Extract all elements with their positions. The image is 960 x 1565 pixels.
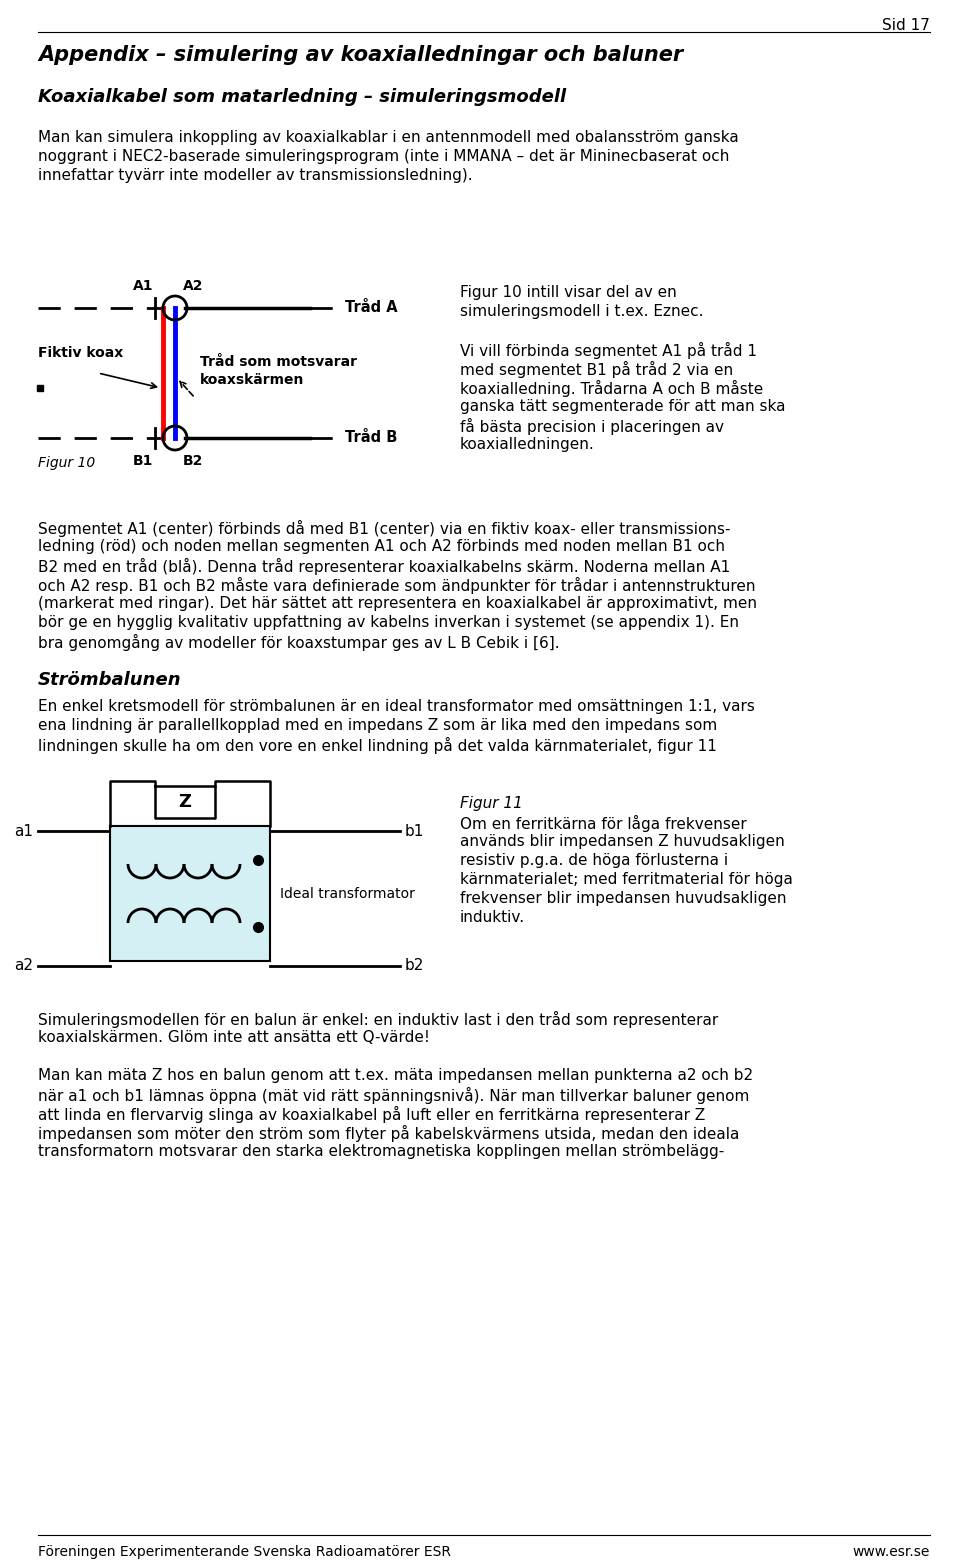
Text: www.esr.se: www.esr.se — [852, 1545, 930, 1559]
Text: En enkel kretsmodell för strömbalunen är en ideal transformator med omsättningen: En enkel kretsmodell för strömbalunen är… — [38, 700, 755, 714]
Text: simuleringsmodell i t.ex. Eznec.: simuleringsmodell i t.ex. Eznec. — [460, 304, 704, 319]
Text: Fiktiv koax: Fiktiv koax — [38, 346, 123, 360]
Text: Ideal transformator: Ideal transformator — [280, 886, 415, 900]
Text: innefattar tyvärr inte modeller av transmissionsledning).: innefattar tyvärr inte modeller av trans… — [38, 167, 472, 183]
Text: kärnmaterialet; med ferritmaterial för höga: kärnmaterialet; med ferritmaterial för h… — [460, 872, 793, 887]
Text: noggrant i NEC2-baserade simuleringsprogram (inte i MMANA – det är Mininecbasera: noggrant i NEC2-baserade simuleringsprog… — [38, 149, 730, 164]
Text: Appendix – simulering av koaxialledningar och baluner: Appendix – simulering av koaxialledninga… — [38, 45, 684, 66]
Text: bra genomgång av modeller för koaxstumpar ges av L B Cebik i [6].: bra genomgång av modeller för koaxstumpa… — [38, 634, 560, 651]
Text: a2: a2 — [14, 958, 33, 973]
Text: Tråd A: Tråd A — [345, 300, 397, 316]
Text: ena lindning är parallellkopplad med en impedans Z som är lika med den impedans : ena lindning är parallellkopplad med en … — [38, 718, 717, 732]
Text: koaxskärmen: koaxskärmen — [200, 372, 304, 387]
Text: resistiv p.g.a. de höga förlusterna i: resistiv p.g.a. de höga förlusterna i — [460, 853, 728, 869]
Text: koaxialledningen.: koaxialledningen. — [460, 437, 595, 452]
Text: och A2 resp. B1 och B2 måste vara definierade som ändpunkter för trådar i antenn: och A2 resp. B1 och B2 måste vara defini… — [38, 577, 756, 595]
Text: Strömbalunen: Strömbalunen — [38, 671, 181, 689]
Text: lindningen skulle ha om den vore en enkel lindning på det valda kärnmaterialet, : lindningen skulle ha om den vore en enke… — [38, 737, 717, 754]
Text: bör ge en hygglig kvalitativ uppfattning av kabelns inverkan i systemet (se appe: bör ge en hygglig kvalitativ uppfattning… — [38, 615, 739, 631]
Text: koaxialskärmen. Glöm inte att ansätta ett Q-värde!: koaxialskärmen. Glöm inte att ansätta et… — [38, 1030, 430, 1045]
Text: Segmentet A1 (center) förbinds då med B1 (center) via en fiktiv koax- eller tran: Segmentet A1 (center) förbinds då med B1… — [38, 520, 731, 537]
Text: Sid 17: Sid 17 — [882, 19, 930, 33]
Text: A2: A2 — [183, 279, 204, 293]
Text: ledning (röd) och noden mellan segmenten A1 och A2 förbinds med noden mellan B1 : ledning (röd) och noden mellan segmenten… — [38, 538, 725, 554]
Text: (markerat med ringar). Det här sättet att representera en koaxialkabel är approx: (markerat med ringar). Det här sättet at… — [38, 596, 757, 610]
Text: används blir impedansen Z huvudsakligen: används blir impedansen Z huvudsakligen — [460, 834, 784, 848]
Text: Figur 11: Figur 11 — [460, 797, 523, 811]
Text: Vi vill förbinda segmentet A1 på tråd 1: Vi vill förbinda segmentet A1 på tråd 1 — [460, 343, 757, 358]
Bar — [110, 826, 270, 961]
Text: koaxialledning. Trådarna A och B måste: koaxialledning. Trådarna A och B måste — [460, 380, 763, 398]
Text: Z: Z — [179, 793, 191, 811]
Text: Föreningen Experimenterande Svenska Radioamatörer ESR: Föreningen Experimenterande Svenska Radi… — [38, 1545, 451, 1559]
Text: B2 med en tråd (blå). Denna tråd representerar koaxialkabelns skärm. Noderna mel: B2 med en tråd (blå). Denna tråd represe… — [38, 559, 731, 574]
Text: ganska tätt segmenterade för att man ska: ganska tätt segmenterade för att man ska — [460, 399, 785, 415]
Text: induktiv.: induktiv. — [460, 909, 525, 925]
Text: b2: b2 — [405, 958, 424, 973]
Text: transformatorn motsvarar den starka elektromagnetiska kopplingen mellan strömbel: transformatorn motsvarar den starka elek… — [38, 1144, 724, 1160]
Text: B1: B1 — [132, 454, 153, 468]
Text: Man kan mäta Z hos en balun genom att t.ex. mäta impedansen mellan punkterna a2 : Man kan mäta Z hos en balun genom att t.… — [38, 1067, 754, 1083]
Text: Figur 10: Figur 10 — [38, 455, 95, 470]
Text: B2: B2 — [183, 454, 204, 468]
Text: b1: b1 — [405, 823, 424, 839]
Text: a1: a1 — [14, 823, 33, 839]
Text: Figur 10 intill visar del av en: Figur 10 intill visar del av en — [460, 285, 677, 300]
Text: Tråd B: Tråd B — [345, 430, 397, 446]
Text: att linda en flervarvig slinga av koaxialkabel på luft eller en ferritkärna repr: att linda en flervarvig slinga av koaxia… — [38, 1106, 706, 1124]
Text: Man kan simulera inkoppling av koaxialkablar i en antennmodell med obalansström : Man kan simulera inkoppling av koaxialka… — [38, 130, 739, 146]
Text: impedansen som möter den ström som flyter på kabelskvärmens utsida, medan den id: impedansen som möter den ström som flyte… — [38, 1125, 739, 1142]
Text: med segmentet B1 på tråd 2 via en: med segmentet B1 på tråd 2 via en — [460, 362, 733, 379]
Text: A1: A1 — [132, 279, 153, 293]
Text: Om en ferritkärna för låga frekvenser: Om en ferritkärna för låga frekvenser — [460, 815, 747, 833]
Text: frekvenser blir impedansen huvudsakligen: frekvenser blir impedansen huvudsakligen — [460, 890, 786, 906]
Text: Simuleringsmodellen för en balun är enkel: en induktiv last i den tråd som repre: Simuleringsmodellen för en balun är enke… — [38, 1011, 718, 1028]
Text: få bästa precision i placeringen av: få bästa precision i placeringen av — [460, 418, 724, 435]
Text: Tråd som motsvarar: Tråd som motsvarar — [200, 355, 357, 369]
Text: Koaxialkabel som matarledning – simuleringsmodell: Koaxialkabel som matarledning – simuleri… — [38, 88, 566, 106]
Text: när a1 och b1 lämnas öppna (mät vid rätt spänningsnivå). När man tillverkar balu: när a1 och b1 lämnas öppna (mät vid rätt… — [38, 1088, 750, 1103]
